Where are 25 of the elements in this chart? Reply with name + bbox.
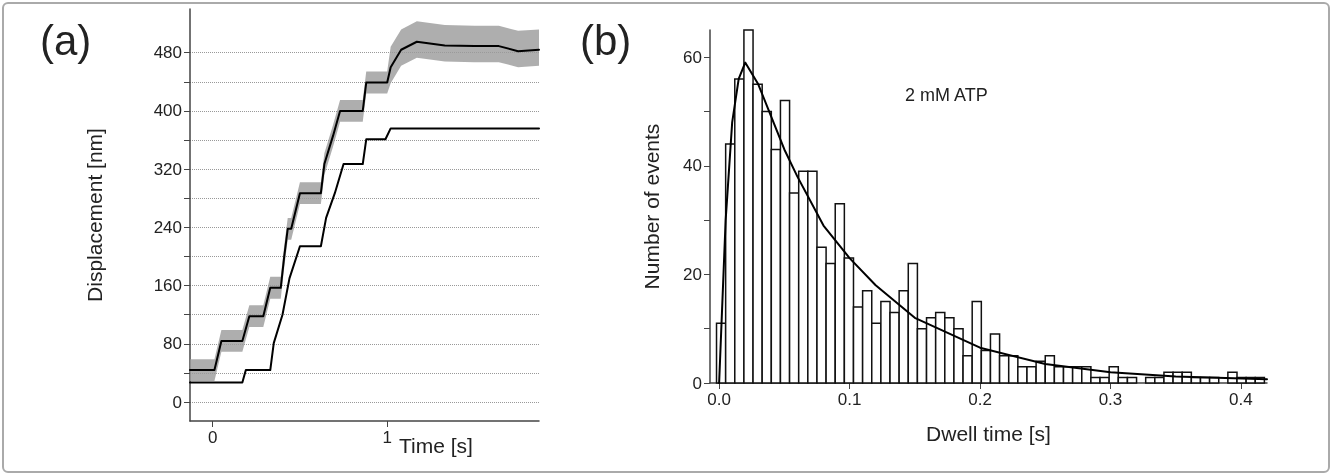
y-tick-label: 0 xyxy=(692,373,702,393)
y-tick-label: 60 xyxy=(683,47,702,67)
y-tick-label: 240 xyxy=(153,217,182,237)
x-tick-label: 0.0 xyxy=(707,390,731,409)
chart-title: (a) xyxy=(40,16,92,64)
y-tick-label: 320 xyxy=(153,159,182,179)
x-tick-label: 0.1 xyxy=(837,390,862,409)
x-axis-title: Time [s] xyxy=(399,434,473,457)
x-tick-label: 1 xyxy=(382,428,392,447)
y-axis-title: Displacement [nm] xyxy=(83,128,106,302)
y-tick-label: 160 xyxy=(153,276,182,296)
x-tick-label: 0.3 xyxy=(1098,390,1123,409)
line-series xyxy=(189,127,540,384)
y-axis-title: Number of events xyxy=(640,123,663,290)
y-tick-label: 400 xyxy=(153,101,182,121)
x-tick-label: 0.2 xyxy=(968,390,992,409)
x-axis-title: Dwell time [s] xyxy=(926,422,1051,445)
line-series xyxy=(718,61,1268,384)
y-tick-label: 80 xyxy=(163,334,182,354)
x-tick-label: 0.4 xyxy=(1229,390,1253,409)
y-tick-label: 40 xyxy=(683,156,702,176)
y-tick-label: 20 xyxy=(683,264,702,284)
y-tick-label: 480 xyxy=(153,43,182,63)
chart-title: (b) xyxy=(580,16,632,64)
annotation: 2 mM ATP xyxy=(905,85,988,105)
